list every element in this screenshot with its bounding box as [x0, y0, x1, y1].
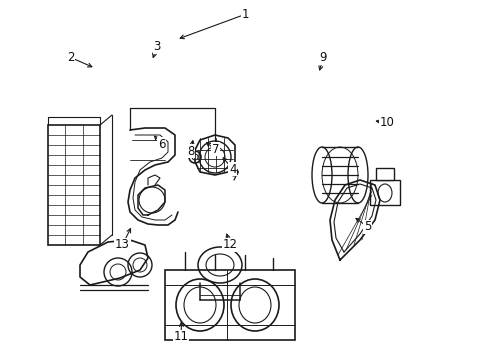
Bar [48, 125, 100, 245]
Bar [165, 270, 295, 340]
Text: 9: 9 [319, 51, 327, 64]
Text: 6: 6 [158, 138, 166, 150]
Bar [370, 180, 400, 205]
Text: 7: 7 [212, 143, 220, 156]
Text: 10: 10 [380, 116, 394, 129]
Text: 8: 8 [187, 145, 195, 158]
Text: 13: 13 [115, 238, 130, 251]
Text: 1: 1 [241, 8, 249, 21]
Text: 5: 5 [364, 220, 371, 233]
Text: 4: 4 [229, 163, 237, 176]
Text: 2: 2 [67, 51, 75, 64]
Bar [376, 168, 394, 180]
Text: 12: 12 [223, 238, 238, 251]
Text: 11: 11 [174, 330, 189, 343]
Text: 3: 3 [153, 40, 161, 53]
